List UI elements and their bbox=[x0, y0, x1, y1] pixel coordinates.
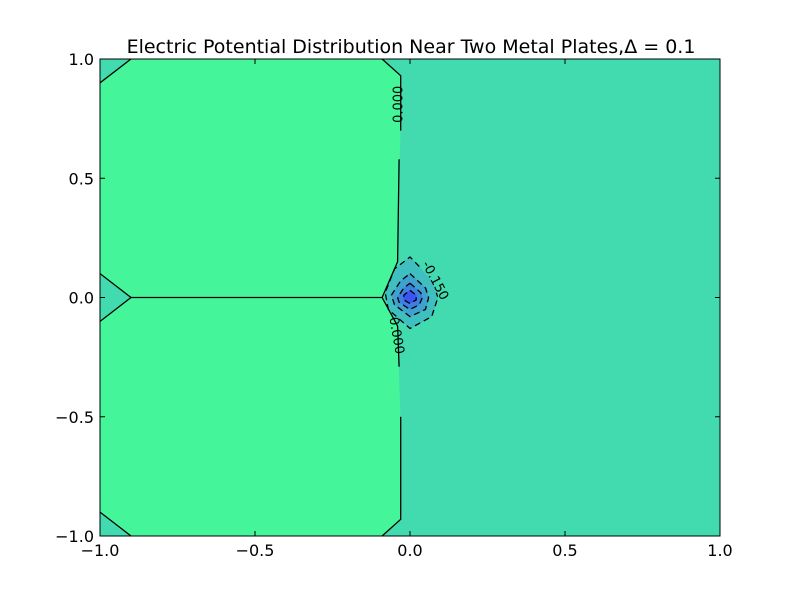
contour-line-7 bbox=[384, 256, 439, 330]
y-tick-label: 1.0 bbox=[69, 50, 94, 69]
contour-line-2 bbox=[381, 416, 402, 536]
x-tick-label: 0.0 bbox=[397, 541, 422, 560]
contour-label-0: 0.000 bbox=[392, 86, 407, 123]
contour-label-2: 0.000 bbox=[385, 316, 406, 355]
y-tick-label: 0.0 bbox=[69, 289, 94, 308]
contour-line-6 bbox=[100, 273, 132, 322]
chart-title: Electric Potential Distribution Near Two… bbox=[127, 36, 696, 58]
contour-line-8 bbox=[390, 273, 430, 318]
x-tick-label: 1.0 bbox=[707, 541, 732, 560]
contour-line-9 bbox=[396, 282, 424, 311]
x-tick-label: −1.0 bbox=[81, 541, 120, 560]
contour-line-10 bbox=[403, 289, 417, 305]
contour-line-0 bbox=[381, 59, 402, 131]
x-tick-label: −0.5 bbox=[236, 541, 275, 560]
contour-line-4 bbox=[100, 59, 132, 84]
y-tick-label: −0.5 bbox=[55, 408, 94, 427]
x-tick-label: 0.5 bbox=[552, 541, 577, 560]
axis-ticks: −1.0 −0.5 0.0 0.5 1.0 −1.0 −0.5 0.0 0.5 1.0 bbox=[55, 50, 733, 560]
contour-lines bbox=[100, 59, 439, 536]
y-tick-label: 0.5 bbox=[69, 169, 94, 188]
contour-line-5 bbox=[100, 511, 132, 536]
y-tick-label: −1.0 bbox=[55, 527, 94, 546]
